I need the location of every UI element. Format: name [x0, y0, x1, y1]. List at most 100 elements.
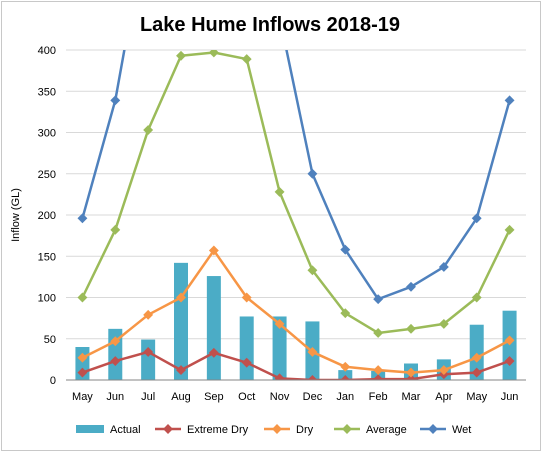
marker-average	[471, 292, 482, 303]
x-tick-label: Apr	[435, 391, 452, 403]
legend-item-dry: Dry	[264, 424, 314, 436]
x-tick-label: Sep	[204, 391, 224, 403]
bar-actual	[174, 262, 188, 380]
marker-extreme-dry	[471, 367, 482, 378]
legend-item-actual: Actual	[76, 424, 141, 436]
marker-wet	[373, 294, 384, 305]
marker-average	[241, 54, 252, 65]
bar-actual	[338, 370, 353, 380]
x-tick-label: May	[466, 391, 487, 403]
marker-dry	[274, 318, 285, 329]
marker-wet	[504, 95, 515, 106]
line-wet	[81, 50, 511, 301]
marker-average	[406, 323, 416, 334]
x-tick-label: Jun	[501, 391, 519, 403]
line-average	[81, 51, 511, 335]
marker-average	[340, 308, 351, 319]
y-tick-label: 250	[38, 169, 56, 181]
marker-extreme-dry	[504, 356, 515, 366]
bar-actual	[502, 310, 517, 380]
marker-average	[373, 328, 384, 338]
marker-average	[143, 125, 154, 135]
marker-dry	[143, 309, 154, 320]
marker-average	[77, 292, 88, 303]
legend-marker	[272, 424, 282, 434]
marker-average	[176, 50, 186, 61]
marker-extreme-dry	[143, 347, 154, 357]
marker-dry	[438, 365, 449, 376]
legend-label: Average	[366, 424, 407, 436]
marker-average	[307, 265, 318, 276]
x-tick-labels: May Jun Jul Aug Sep Oct Nov Dec Jan Feb Mar Apr May J…	[72, 391, 518, 403]
legend-item-wet: Wet	[420, 424, 471, 436]
y-axis-label: Inflow (GL)	[10, 188, 22, 242]
x-tick-label: Jan	[336, 391, 354, 403]
marker-extreme-dry	[406, 374, 416, 380]
marker-extreme-dry	[241, 357, 252, 368]
y-tick-label: 50	[44, 334, 56, 346]
legend-marker	[163, 424, 173, 434]
marker-average	[110, 224, 121, 235]
y-tick-label: 200	[38, 210, 56, 222]
x-tick-label: Jul	[141, 391, 155, 403]
marker-average	[504, 224, 515, 235]
y-tick-labels: 0 50 100 150 200 250 300 350 400	[38, 45, 56, 387]
marker-average	[438, 318, 449, 329]
marker-extreme-dry	[307, 375, 318, 380]
legend-label: Wet	[452, 424, 471, 436]
marker-extreme-dry	[274, 373, 285, 380]
legend-label: Dry	[296, 424, 314, 436]
marker-dry	[307, 347, 318, 357]
legend-marker	[428, 424, 438, 434]
marker-dry	[471, 352, 482, 363]
legend-item-average: Average	[334, 424, 407, 436]
line-dry	[81, 249, 511, 374]
marker-dry	[340, 361, 351, 372]
marker-dry	[176, 292, 186, 303]
y-tick-label: 400	[38, 45, 56, 57]
x-tick-label: May	[72, 391, 93, 403]
y-tick-label: 100	[38, 293, 56, 305]
marker-dry	[241, 292, 252, 303]
legend-swatch	[76, 425, 104, 433]
bar-actual	[206, 276, 221, 380]
legend-label: Extreme Dry	[187, 424, 249, 436]
marker-dry	[406, 367, 416, 378]
marker-dry	[208, 245, 219, 256]
bar-actual	[272, 316, 287, 380]
marker-average	[274, 186, 285, 197]
x-tick-label: Oct	[238, 391, 255, 403]
marker-wet	[471, 213, 482, 224]
marker-wet	[110, 95, 121, 106]
marker-wet	[406, 281, 416, 292]
marker-average	[208, 50, 219, 58]
marker-wet	[438, 262, 449, 272]
x-tick-label: Jun	[106, 391, 124, 403]
legend-marker	[342, 424, 352, 434]
bar-actual	[469, 324, 484, 380]
marker-wet	[77, 213, 88, 224]
x-tick-label: Aug	[171, 391, 191, 403]
x-tick-label: Dec	[303, 391, 323, 403]
marker-wet	[340, 244, 351, 255]
marker-extreme-dry	[340, 375, 351, 380]
legend-item-extreme-dry: Extreme Dry	[155, 424, 249, 436]
marker-extreme-dry	[176, 365, 186, 376]
marker-dry	[373, 365, 384, 376]
bar-actual	[141, 339, 156, 380]
marker-extreme-dry	[373, 374, 384, 380]
legend: Actual Extreme Dry Dry Average Wet	[76, 424, 471, 436]
series-lines	[81, 50, 511, 380]
x-tick-label: Mar	[402, 391, 421, 403]
marker-extreme-dry	[208, 347, 219, 358]
legend-label: Actual	[110, 424, 141, 436]
x-tick-label: Feb	[369, 391, 388, 403]
line-extreme-dry	[82, 350, 510, 380]
bar-actual	[239, 316, 254, 380]
marker-dry	[504, 335, 515, 346]
marker-wet	[307, 168, 318, 179]
chart-title: Lake Hume Inflows 2018-19	[139, 14, 401, 36]
y-tick-label: 300	[38, 128, 56, 140]
